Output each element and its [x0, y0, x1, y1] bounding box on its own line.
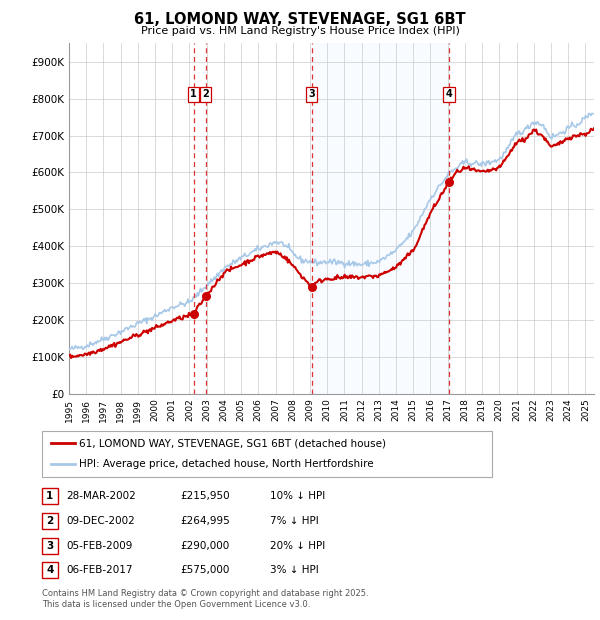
Bar — [311, 43, 449, 394]
Text: 1: 1 — [46, 491, 53, 501]
Text: 05-FEB-2009: 05-FEB-2009 — [66, 541, 133, 551]
Text: 61, LOMOND WAY, STEVENAGE, SG1 6BT: 61, LOMOND WAY, STEVENAGE, SG1 6BT — [134, 12, 466, 27]
Text: 28-MAR-2002: 28-MAR-2002 — [66, 491, 136, 501]
Text: 61, LOMOND WAY, STEVENAGE, SG1 6BT (detached house): 61, LOMOND WAY, STEVENAGE, SG1 6BT (deta… — [79, 438, 386, 448]
Text: £575,000: £575,000 — [180, 565, 229, 575]
Text: 2: 2 — [46, 516, 53, 526]
Text: HPI: Average price, detached house, North Hertfordshire: HPI: Average price, detached house, Nort… — [79, 459, 374, 469]
Text: 1: 1 — [190, 89, 197, 99]
Text: £264,995: £264,995 — [180, 516, 230, 526]
Text: 06-FEB-2017: 06-FEB-2017 — [66, 565, 133, 575]
Text: 7% ↓ HPI: 7% ↓ HPI — [270, 516, 319, 526]
Text: £215,950: £215,950 — [180, 491, 230, 501]
Text: 09-DEC-2002: 09-DEC-2002 — [66, 516, 135, 526]
Text: 10% ↓ HPI: 10% ↓ HPI — [270, 491, 325, 501]
Text: Contains HM Land Registry data © Crown copyright and database right 2025.
This d: Contains HM Land Registry data © Crown c… — [42, 590, 368, 609]
Text: 3% ↓ HPI: 3% ↓ HPI — [270, 565, 319, 575]
Text: £290,000: £290,000 — [180, 541, 229, 551]
Text: 4: 4 — [446, 89, 452, 99]
Text: 20% ↓ HPI: 20% ↓ HPI — [270, 541, 325, 551]
Text: Price paid vs. HM Land Registry's House Price Index (HPI): Price paid vs. HM Land Registry's House … — [140, 26, 460, 36]
Text: 3: 3 — [46, 541, 53, 551]
Text: 3: 3 — [308, 89, 315, 99]
Text: 4: 4 — [46, 565, 53, 575]
Text: 2: 2 — [202, 89, 209, 99]
